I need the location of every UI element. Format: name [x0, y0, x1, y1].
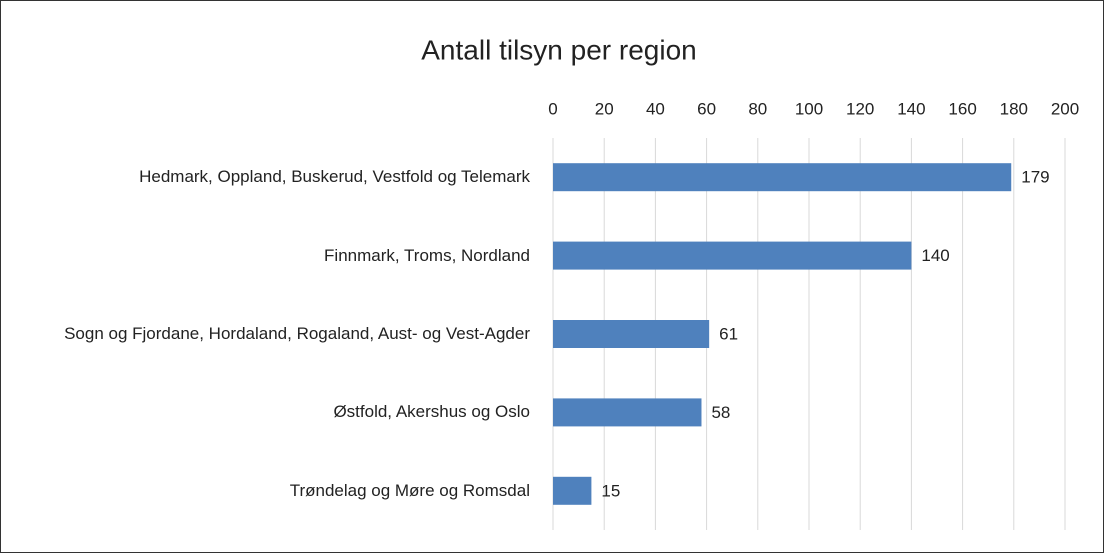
bar	[553, 163, 1012, 192]
value-label: 58	[711, 403, 730, 422]
x-tick-label: 180	[1000, 99, 1028, 118]
category-label: Hedmark, Oppland, Buskerud, Vestfold og …	[139, 167, 530, 187]
value-label: 15	[601, 481, 620, 500]
x-tick-label: 40	[646, 99, 665, 118]
x-tick-label: 200	[1051, 99, 1079, 118]
x-tick-label: 20	[595, 99, 614, 118]
bar	[553, 241, 912, 270]
bar	[553, 398, 702, 427]
category-label: Trøndelag og Møre og Romsdal	[289, 480, 530, 500]
category-label: Østfold, Akershus og Oslo	[333, 402, 530, 422]
value-label: 61	[719, 324, 738, 343]
category-label: Sogn og Fjordane, Hordaland, Rogaland, A…	[64, 324, 530, 343]
x-tick-label: 80	[748, 99, 767, 118]
value-label: 140	[921, 246, 949, 265]
x-tick-label: 160	[948, 99, 976, 118]
chart-title: Antall tilsyn per region	[421, 34, 696, 65]
value-label: 179	[1021, 168, 1049, 187]
x-tick-label: 60	[697, 99, 716, 118]
x-tick-label: 120	[846, 99, 874, 118]
bar	[553, 476, 592, 505]
bar	[553, 320, 710, 348]
x-tick-label: 140	[897, 99, 925, 118]
x-tick-label: 0	[548, 99, 557, 118]
category-label: Finnmark, Troms, Nordland	[324, 245, 530, 265]
x-tick-label: 100	[795, 99, 823, 118]
